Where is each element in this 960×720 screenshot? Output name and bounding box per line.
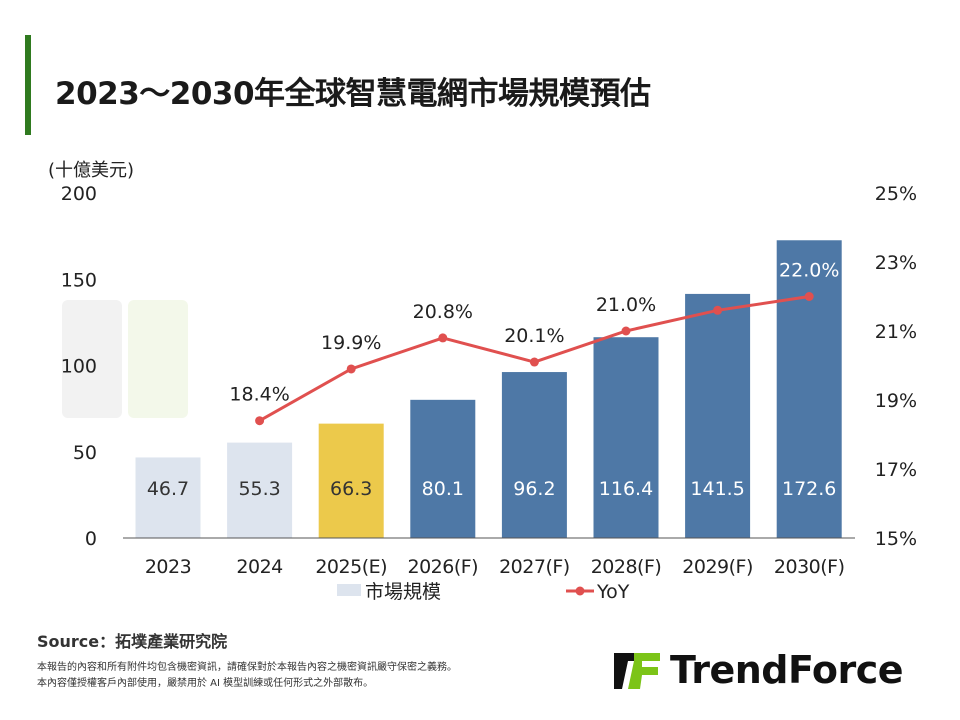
bar-2023 bbox=[135, 457, 201, 538]
bar-value-label: 96.2 bbox=[513, 478, 555, 500]
y-tick-label: 200 bbox=[61, 183, 97, 205]
yoy-point bbox=[438, 333, 448, 343]
watermark-logo-green bbox=[128, 300, 188, 418]
chart: (十億美元) 0 50 100 150 200 15% 17% 19% 21% 23% 25% 46.7… bbox=[48, 160, 917, 603]
disclaimer-line-2: 本內容僅授權客戶內部使用，嚴禁用於 AI 模型訓練或任何形式之外部散布。 bbox=[37, 678, 374, 689]
disclaimer-line-1: 本報告的內容和所有附件均包含機密資訊，請確保對於本報告內容之機密資訊嚴守保密之義… bbox=[37, 662, 457, 673]
y-tick-label: 50 bbox=[73, 442, 97, 464]
yoy-point bbox=[346, 364, 356, 374]
yoy-label: 19.9% bbox=[321, 332, 381, 354]
legend-line-marker bbox=[575, 586, 585, 596]
bar-2026(F) bbox=[410, 399, 476, 538]
title-accent-bar bbox=[25, 35, 31, 135]
y2-tick-label: 15% bbox=[875, 528, 917, 550]
yoy-point bbox=[255, 416, 265, 426]
bar-2025(E) bbox=[318, 423, 384, 538]
legend-bar-swatch bbox=[337, 584, 361, 596]
trendforce-logo: TrendForce bbox=[612, 648, 904, 692]
chart-title: 2023～2030年全球智慧電網市場規模預估 bbox=[55, 76, 651, 112]
bar-2030(F) bbox=[776, 240, 842, 538]
x-tick-label: 2025(E) bbox=[315, 556, 387, 578]
yoy-point bbox=[621, 326, 631, 336]
yoy-point bbox=[529, 357, 539, 367]
bar-value-label: 66.3 bbox=[330, 478, 372, 500]
bar-value-label: 172.6 bbox=[782, 478, 836, 500]
yoy-label: 21.6% bbox=[687, 273, 747, 295]
y2-tick-label: 19% bbox=[875, 390, 917, 412]
watermark-logo-dark bbox=[62, 300, 122, 418]
logo-icon bbox=[614, 653, 660, 689]
yoy-label: 20.8% bbox=[413, 301, 473, 323]
y2-tick-label: 25% bbox=[875, 183, 917, 205]
legend-bar-label: 市場規模 bbox=[365, 581, 441, 603]
bar-value-label: 46.7 bbox=[147, 478, 189, 500]
x-tick-label: 2028(F) bbox=[591, 556, 662, 578]
yoy-point bbox=[713, 305, 723, 315]
yoy-label: 18.4% bbox=[229, 384, 289, 406]
y-axis-label: (十億美元) bbox=[48, 160, 134, 181]
y-tick-label: 100 bbox=[61, 356, 97, 378]
bar-2024 bbox=[227, 442, 293, 538]
x-tick-label: 2026(F) bbox=[407, 556, 478, 578]
bar-value-label: 116.4 bbox=[599, 478, 653, 500]
yoy-label: 20.1% bbox=[504, 325, 564, 347]
y-tick-label: 0 bbox=[85, 528, 97, 550]
yoy-label: 21.0% bbox=[596, 294, 656, 316]
bar-2027(F) bbox=[501, 372, 567, 538]
y2-tick-label: 17% bbox=[875, 459, 917, 481]
y2-tick-label: 23% bbox=[875, 252, 917, 274]
bar-2028(F) bbox=[593, 337, 659, 538]
bar-2029(F) bbox=[685, 293, 751, 538]
x-tick-label: 2027(F) bbox=[499, 556, 570, 578]
yoy-label: 22.0% bbox=[779, 260, 839, 282]
x-tick-label: 2023 bbox=[145, 556, 191, 578]
source-text: Source：拓墣產業研究院 bbox=[37, 632, 228, 651]
logo-text: TrendForce bbox=[670, 648, 904, 692]
y-tick-label: 150 bbox=[61, 269, 97, 291]
x-tick-label: 2030(F) bbox=[774, 556, 845, 578]
legend-line-label: YoY bbox=[596, 581, 630, 603]
bar-value-label: 141.5 bbox=[690, 478, 744, 500]
x-tick-label: 2024 bbox=[236, 556, 283, 578]
yoy-point bbox=[804, 292, 814, 301]
bar-value-label: 55.3 bbox=[238, 478, 280, 500]
bar-value-label: 80.1 bbox=[422, 478, 464, 500]
x-tick-label: 2029(F) bbox=[682, 556, 753, 578]
y2-tick-label: 21% bbox=[875, 321, 917, 343]
